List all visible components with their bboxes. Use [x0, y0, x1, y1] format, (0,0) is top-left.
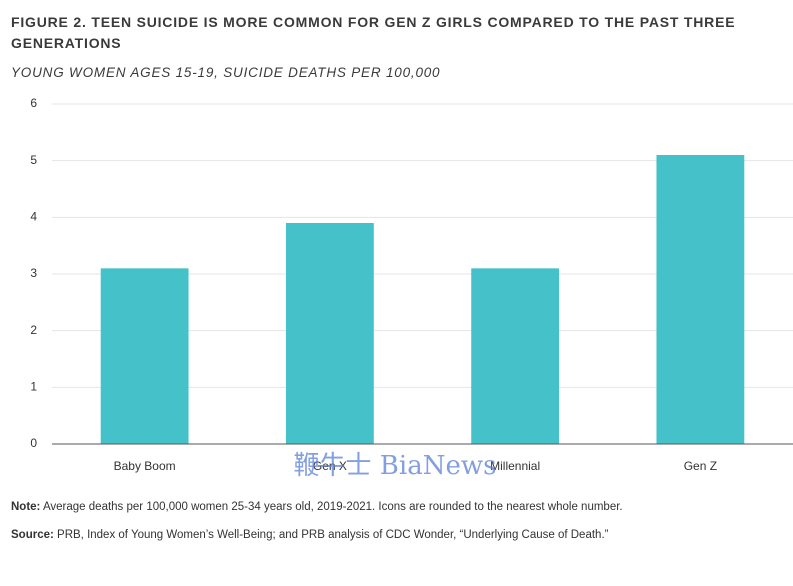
y-tick-label: 1	[30, 380, 37, 394]
chart-title: FIGURE 2. TEEN SUICIDE IS MORE COMMON FO…	[11, 14, 736, 51]
y-tick-label: 4	[30, 210, 37, 224]
x-tick-label: Gen Z	[684, 459, 717, 473]
bar	[471, 268, 560, 444]
bar	[656, 155, 745, 444]
watermark: 鞭牛士 BiaNews	[294, 451, 497, 481]
source-label: Source:	[11, 529, 54, 541]
bar	[100, 268, 189, 444]
y-tick-label: 5	[30, 153, 37, 167]
y-tick-label: 3	[30, 266, 37, 280]
note: Note: Average deaths per 100,000 women 2…	[11, 501, 623, 513]
note-text: Average deaths per 100,000 women 25-34 y…	[42, 501, 623, 513]
x-tick-label: Baby Boom	[114, 459, 176, 473]
chart-subtitle: YOUNG WOMEN AGES 15-19, SUICIDE DEATHS P…	[11, 65, 441, 80]
x-tick-label: Gen X	[313, 459, 347, 473]
y-tick-label: 6	[30, 96, 37, 110]
note-label: Note:	[11, 501, 41, 513]
y-tick-label: 2	[30, 323, 37, 337]
y-tick-label: 0	[30, 436, 37, 450]
bar	[285, 223, 374, 444]
x-tick-label: Millennial	[490, 459, 540, 473]
source-text: PRB, Index of Young Women’s Well-Being; …	[57, 529, 609, 541]
source: Source: PRB, Index of Young Women’s Well…	[11, 529, 608, 541]
